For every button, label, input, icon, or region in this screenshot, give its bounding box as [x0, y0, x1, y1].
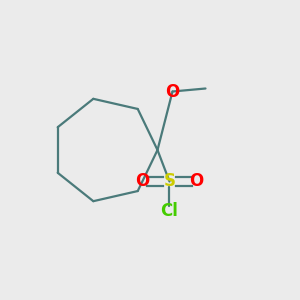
- Text: O: O: [165, 82, 180, 100]
- Text: O: O: [135, 172, 150, 190]
- Text: Cl: Cl: [160, 202, 178, 220]
- Text: S: S: [164, 172, 175, 190]
- Text: O: O: [189, 172, 204, 190]
